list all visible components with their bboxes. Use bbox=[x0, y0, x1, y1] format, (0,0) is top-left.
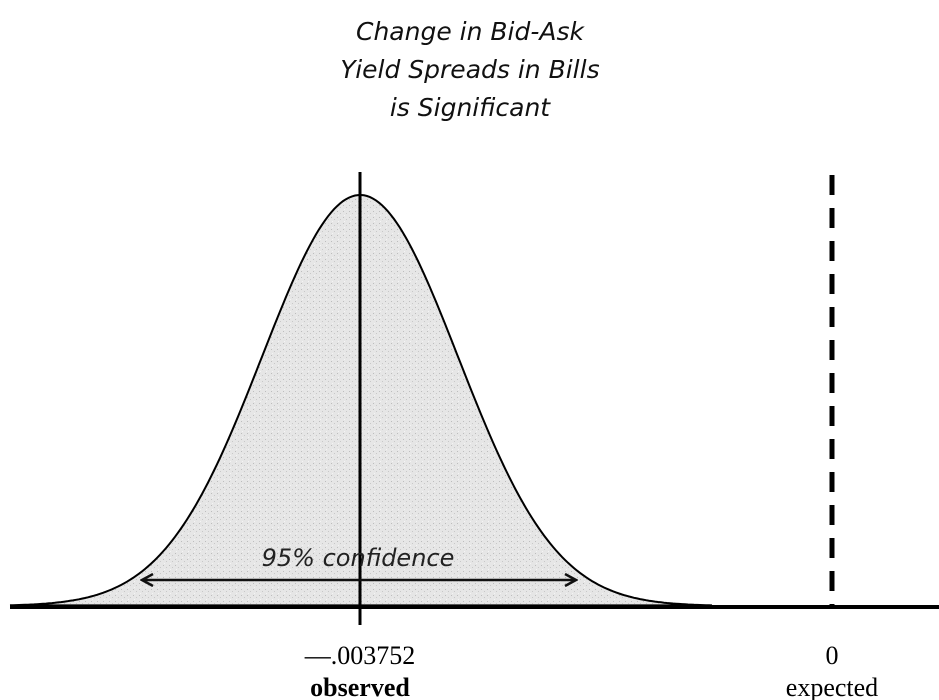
title-line: is Significant bbox=[390, 93, 551, 122]
observed-caption: observed bbox=[310, 673, 410, 700]
expected-caption: expected bbox=[786, 673, 878, 700]
expected-value: 0 bbox=[826, 641, 839, 670]
title-line: Change in Bid-Ask bbox=[356, 17, 586, 46]
observed-value: —.003752 bbox=[304, 641, 416, 670]
confidence-label: 95% confidence bbox=[262, 544, 455, 572]
title-line: Yield Spreads in Bills bbox=[340, 55, 599, 84]
